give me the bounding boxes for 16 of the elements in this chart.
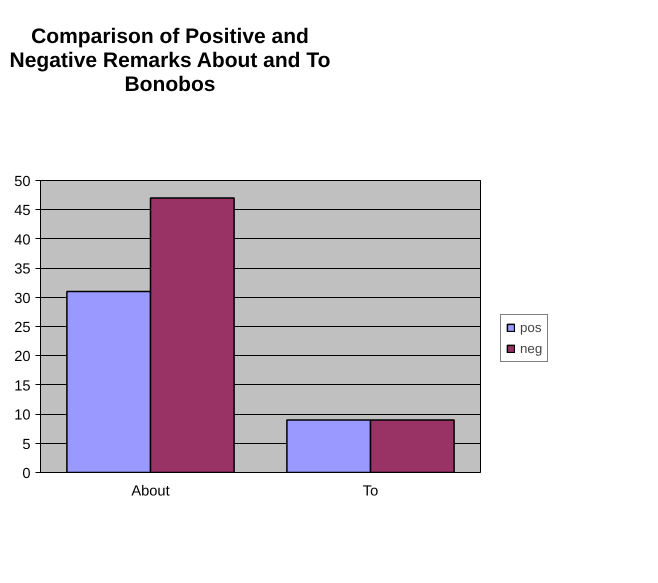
- y-tick-label: 45: [14, 203, 31, 220]
- y-tick-label: 10: [14, 408, 31, 424]
- x-tick-label: About: [131, 484, 170, 500]
- y-tick-label: 0: [22, 466, 31, 482]
- x-tick-label: To: [362, 484, 378, 500]
- y-tick-label: 20: [14, 349, 31, 366]
- y-tick-label: 5: [22, 436, 31, 453]
- y-tick-label: 40: [14, 232, 31, 248]
- legend-label: pos: [520, 320, 542, 335]
- legend-label: neg: [520, 341, 542, 356]
- chart-title: Comparison of Positive and Negative Remarks About and To Bonobos: [8, 24, 332, 97]
- y-tick-label: 35: [14, 262, 31, 278]
- y-tick-label: 15: [14, 378, 31, 394]
- y-tick-label: 30: [14, 290, 31, 307]
- y-tick-label: 25: [14, 320, 31, 336]
- y-tick-label: 50: [14, 174, 31, 190]
